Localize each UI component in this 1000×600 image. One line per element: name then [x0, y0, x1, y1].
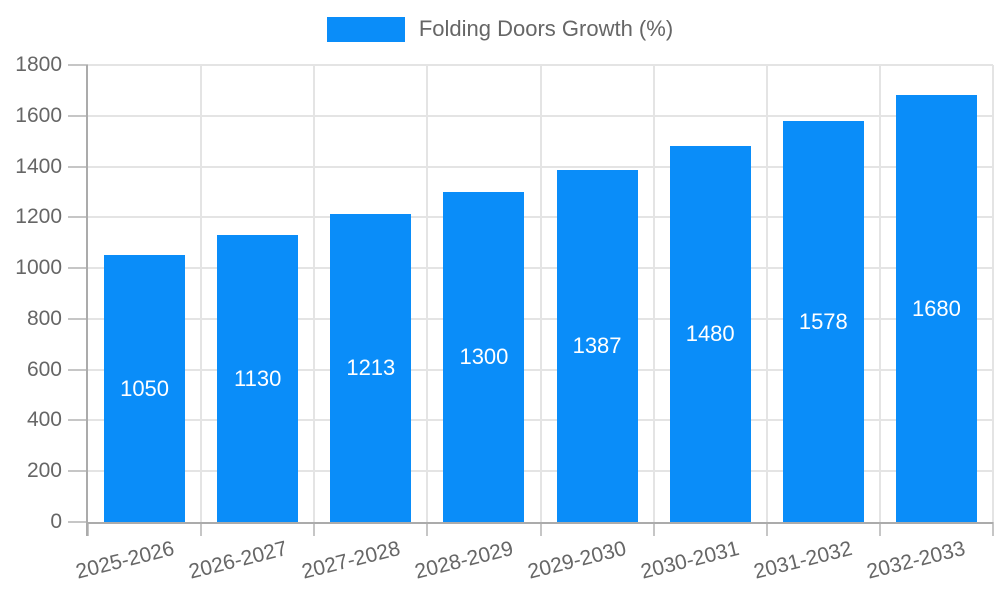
y-axis-tick: [68, 64, 88, 66]
bar-2026-2027[interactable]: [217, 235, 299, 522]
bar-2031-2032[interactable]: [782, 121, 864, 522]
bar-value-label: 1300: [459, 343, 509, 369]
bar-value-label: 1480: [685, 321, 735, 347]
bar-2032-2033[interactable]: [895, 95, 977, 522]
y-axis-tick-label: 1600: [15, 103, 62, 127]
y-axis-tick: [68, 267, 88, 270]
bar-value-label: 1213: [346, 355, 396, 381]
x-axis-tick: [200, 522, 203, 536]
x-axis-tick: [878, 522, 881, 536]
x-axis-tick: [539, 522, 542, 536]
bar-value-label: 1578: [798, 308, 848, 334]
y-axis-tick-label: 200: [26, 459, 62, 483]
v-gridline: [426, 65, 429, 522]
bar-value-label: 1680: [911, 295, 961, 321]
y-axis-tick: [68, 114, 88, 117]
bar-2025-2026[interactable]: [104, 255, 186, 522]
bar-value-label: 1130: [234, 365, 282, 391]
v-gridline: [765, 65, 768, 522]
v-gridline: [200, 65, 203, 522]
legend-swatch-icon: [326, 16, 405, 42]
x-axis-tick: [765, 522, 768, 536]
v-gridline: [313, 65, 316, 522]
x-axis-tick: [313, 522, 316, 536]
x-axis-tick: [652, 522, 655, 536]
chart-legend[interactable]: Folding Doors Growth (%): [0, 16, 1000, 42]
y-axis-tick-label: 0: [50, 510, 62, 533]
y-axis-tick-label: 600: [26, 357, 62, 381]
bar-2030-2031[interactable]: [669, 146, 751, 522]
bar-2027-2028[interactable]: [330, 214, 412, 522]
y-axis-tick: [68, 165, 88, 168]
y-axis-line: [86, 65, 88, 536]
x-axis-tick: [426, 522, 429, 536]
bar-2029-2030[interactable]: [556, 169, 638, 522]
y-axis-tick-label: 1000: [15, 256, 62, 280]
y-axis-tick-label: 400: [26, 408, 62, 432]
x-axis-tick: [992, 522, 994, 536]
v-gridline: [878, 65, 881, 522]
y-axis-tick: [68, 470, 88, 473]
x-axis-line: [86, 522, 993, 524]
y-axis-tick: [68, 317, 88, 320]
v-gridline: [992, 65, 994, 522]
bar-2028-2029[interactable]: [443, 191, 525, 522]
y-axis-tick-label: 800: [26, 306, 62, 330]
y-axis-tick-label: 1400: [15, 154, 62, 178]
bar-value-label: 1050: [120, 375, 170, 401]
y-axis-tick: [68, 216, 88, 219]
bar-value-label: 1387: [572, 332, 622, 358]
y-axis-tick-label: 1800: [15, 53, 62, 76]
legend-label: Folding Doors Growth (%): [418, 16, 674, 41]
x-axis-tick: [87, 522, 89, 536]
y-axis-tick: [68, 368, 88, 371]
y-axis-tick: [68, 419, 88, 422]
v-gridline: [539, 65, 542, 522]
y-axis-tick-label: 1200: [15, 205, 62, 229]
v-gridline: [652, 65, 655, 522]
y-axis-tick: [68, 521, 88, 523]
